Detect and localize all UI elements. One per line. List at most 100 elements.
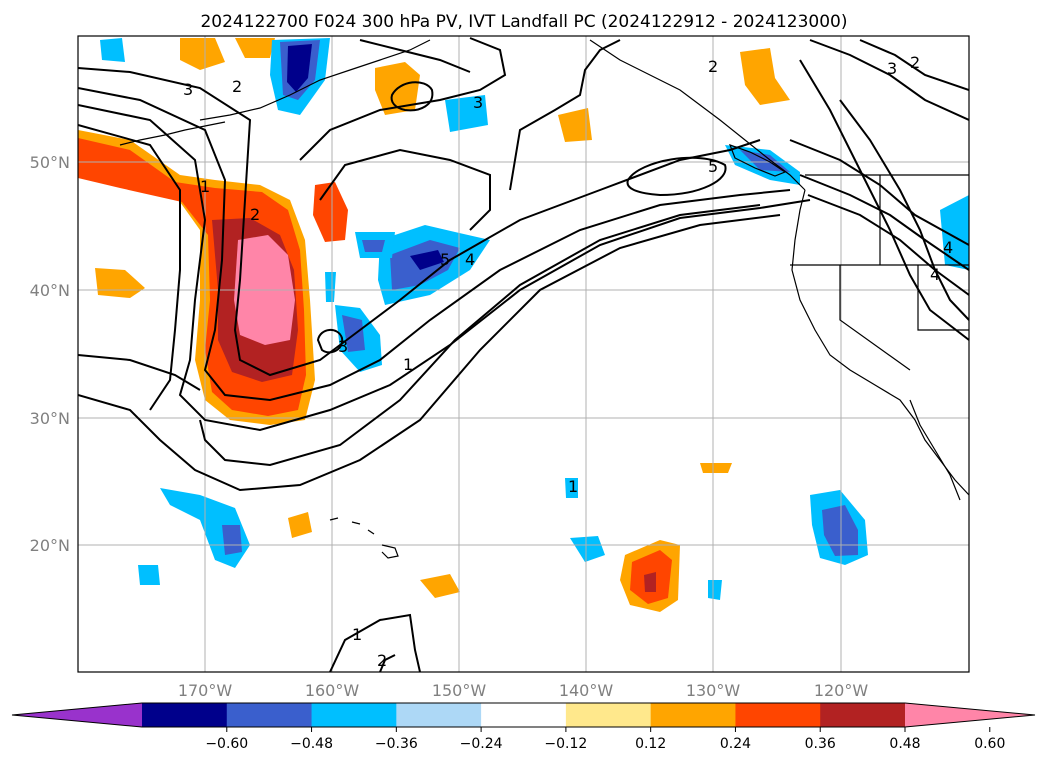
- contour-line: [78, 354, 201, 391]
- colorbar-tick-label: 0.48: [889, 736, 920, 752]
- colorbar-segment: [481, 703, 567, 727]
- colorbar-segment: [311, 703, 397, 727]
- contour-label: 2: [232, 77, 242, 96]
- contour-line: [78, 214, 781, 492]
- contour-label: 2: [377, 651, 387, 670]
- negative-anomaly-region: [138, 565, 160, 585]
- negative-anomaly-region: [410, 250, 444, 270]
- negative-anomaly-region: [822, 505, 858, 556]
- hawaii-islands: [329, 517, 399, 559]
- contour-label: 1: [403, 355, 413, 374]
- positive-anomaly-region: [740, 48, 790, 105]
- colorbar-segment: [226, 703, 313, 727]
- contour-label: 4: [465, 250, 475, 269]
- positive-anomaly-region: [288, 512, 312, 538]
- negative-anomaly-region: [325, 272, 336, 302]
- vancouver-island: [728, 144, 787, 177]
- negative-anomaly-region: [565, 478, 578, 498]
- baja-coast: [909, 399, 961, 501]
- contour-label: 1: [352, 625, 362, 644]
- colorbar-segment: [735, 703, 821, 727]
- contour-label: 3: [473, 93, 483, 112]
- contour-line: [359, 39, 471, 73]
- alaska-coast: [199, 39, 431, 121]
- lat-tick-30n: 30°N: [30, 409, 70, 428]
- map-title: 2024122700 F024 300 hPa PV, IVT Landfall…: [200, 12, 847, 32]
- lon-tick-160w: 160°W: [305, 681, 360, 700]
- contour-line: [807, 194, 969, 296]
- lat-tick-labels: 50°N 40°N 30°N 20°N: [30, 153, 70, 555]
- contour-line: [509, 39, 621, 191]
- contour-line: [199, 204, 761, 467]
- colorbar-tick-label: −0.48: [290, 736, 333, 752]
- map-frame: [77, 35, 970, 673]
- contour-line: [379, 654, 396, 672]
- positive-anomaly-region: [644, 572, 656, 592]
- contour-label: 2: [708, 57, 718, 76]
- colorbar-tick-label: −0.36: [375, 736, 418, 752]
- negative-anomaly-region: [100, 38, 125, 62]
- negative-anomaly-region: [287, 44, 312, 92]
- colorbar: −0.60 −0.48 −0.36 −0.24 −0.12 0.12 0.24 0.36 0.4…: [11, 702, 1036, 752]
- colorbar-tick-label: −0.24: [460, 736, 503, 752]
- lon-tick-120w: 120°W: [814, 681, 869, 700]
- contour-line: [78, 124, 181, 411]
- contour-label: 3: [183, 80, 193, 99]
- positive-anomaly-region: [420, 574, 460, 598]
- positive-anomaly-region: [180, 38, 225, 70]
- contour-line: [390, 81, 434, 112]
- negative-anomaly-region: [940, 195, 969, 270]
- state-border: [839, 265, 911, 371]
- aleutian-islands: [119, 121, 226, 146]
- contour-label: 1: [200, 177, 210, 196]
- positive-anomaly-region: [235, 38, 275, 58]
- lon-tick-170w: 170°W: [178, 681, 233, 700]
- contour-line: [329, 613, 421, 672]
- colorbar-extend-max: [905, 703, 1035, 727]
- colorbar-tick-label: 0.12: [635, 736, 666, 752]
- negative-anomaly-region: [570, 536, 605, 562]
- contour-line: [316, 329, 344, 354]
- colorbar-segment: [820, 703, 906, 727]
- contour-line: [809, 39, 969, 121]
- contour-label: 3: [338, 337, 348, 356]
- colorbar-tick-label: 0.36: [805, 736, 836, 752]
- negative-anomaly-region: [708, 580, 722, 600]
- colorbar-tick-label: 0.24: [720, 736, 751, 752]
- contour-label: 5: [440, 250, 450, 269]
- lon-tick-140w: 140°W: [559, 681, 614, 700]
- colorbar-segment: [396, 703, 482, 727]
- map-panel: 1 1 1 1 2 2 2 2 2 3 3 3 3 4 4 4 5 5 50°N…: [30, 35, 970, 700]
- lat-tick-20n: 20°N: [30, 536, 70, 555]
- colorbar-extend-min: [12, 703, 142, 727]
- colorbar-tick-label: 0.60: [974, 736, 1005, 752]
- pv-shading: [78, 38, 969, 612]
- contour-line: [319, 148, 491, 231]
- colorbar-segment: [142, 703, 228, 727]
- contour-label: 1: [568, 477, 578, 496]
- lon-tick-150w: 150°W: [432, 681, 487, 700]
- contour-label: 2: [910, 53, 920, 72]
- colorbar-tick-label: −0.60: [205, 736, 248, 752]
- contour-label: 2: [250, 205, 260, 224]
- colorbar-segment: [565, 703, 652, 727]
- positive-anomaly-region: [558, 108, 592, 142]
- contour-label: 3: [887, 59, 897, 78]
- negative-anomaly-region: [362, 240, 385, 252]
- colorbar-segment: [650, 703, 736, 727]
- coastlines: [119, 39, 969, 559]
- contour-line: [859, 39, 969, 91]
- negative-anomaly-region: [342, 315, 365, 352]
- negative-anomaly-region: [445, 95, 488, 132]
- contour-line: [299, 37, 507, 161]
- lat-tick-40n: 40°N: [30, 281, 70, 300]
- negative-anomaly-region: [222, 525, 242, 555]
- contour-line: [78, 67, 761, 377]
- graticule: [78, 36, 969, 672]
- contour-line: [78, 87, 791, 402]
- lon-tick-labels: 170°W 160°W 150°W 140°W 130°W 120°W: [178, 681, 869, 700]
- lon-tick-130w: 130°W: [686, 681, 741, 700]
- lat-tick-50n: 50°N: [30, 153, 70, 172]
- contour-line: [839, 99, 969, 321]
